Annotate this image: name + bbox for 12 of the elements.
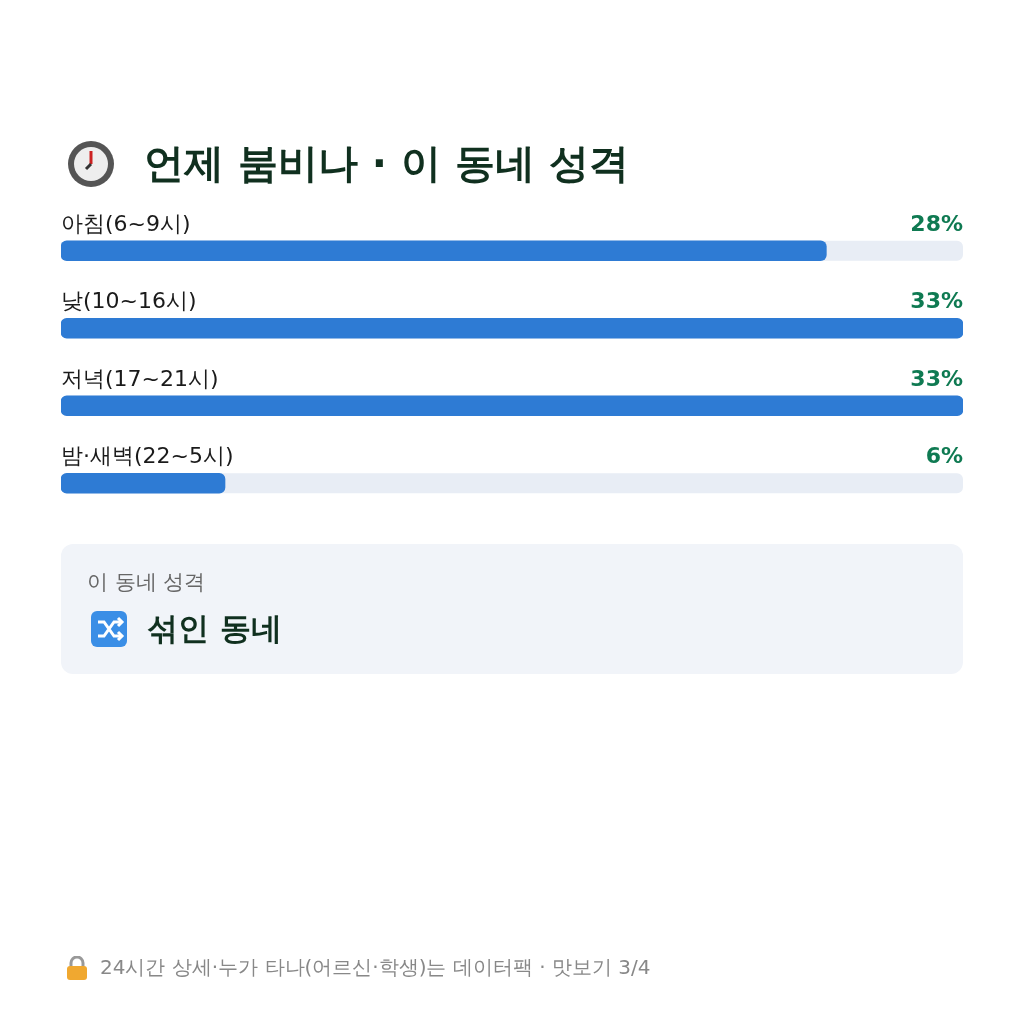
data-label: 28% <box>910 210 963 236</box>
y-tick-label: 저녁(17~21시) <box>61 365 219 391</box>
text: 24시간 상세·누가 타나(어르신·학생)는 데이터팩 · 맛보기 3/4 <box>100 954 651 981</box>
y-tick-label: 아침(6~9시) <box>61 210 191 236</box>
data-label: 33% <box>910 365 963 391</box>
data-label: 33% <box>910 288 963 314</box>
data-label: 6% <box>925 443 963 469</box>
y-tick-label: 밤·새벽(22~5시) <box>61 443 234 469</box>
y-tick-label: 낮(10~16시) <box>61 288 197 314</box>
text: 섞인 동네 <box>147 609 282 648</box>
chart-title: 언제 붐비나 · 이 동네 성격 <box>144 139 629 188</box>
text: 이 동네 성격 <box>87 569 206 596</box>
